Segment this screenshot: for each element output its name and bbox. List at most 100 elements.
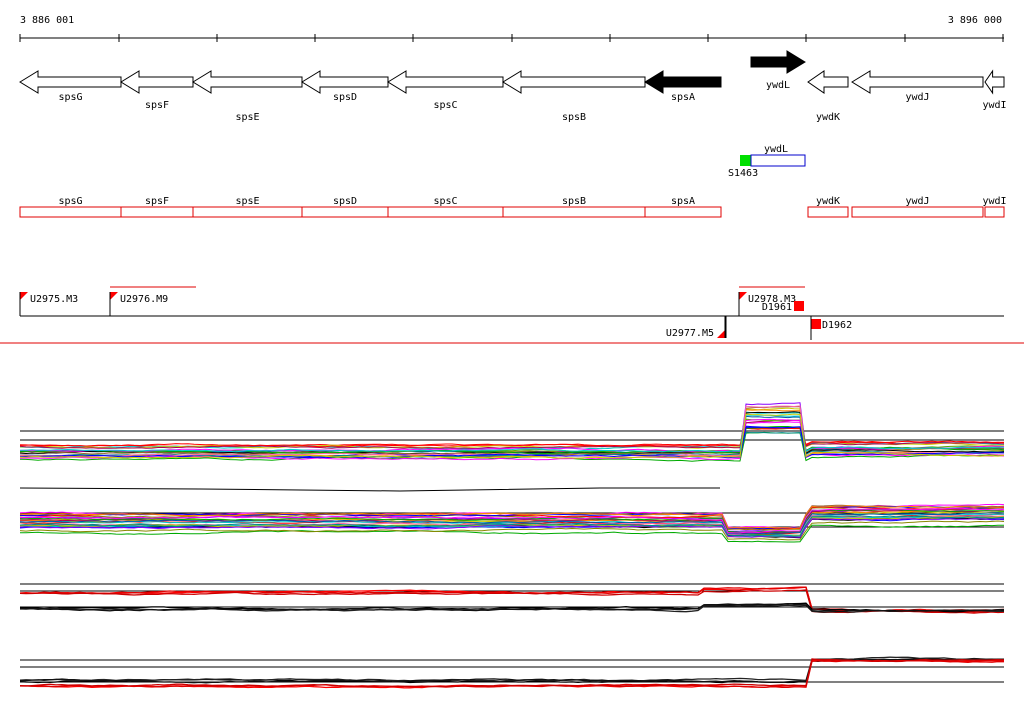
gene-spsB[interactable]: spsB	[502, 70, 646, 123]
expression-panel	[19, 602, 1005, 613]
gene-box[interactable]	[387, 206, 504, 218]
ruler-end-label: 3 896 000	[948, 15, 1002, 26]
coordinate-ruler: 3 886 001 3 896 000	[19, 15, 1004, 42]
gene-box-ywdJ[interactable]: ywdJ	[851, 196, 984, 218]
gene-box-spsD[interactable]: spsD	[301, 196, 389, 218]
expression-line	[19, 427, 1005, 448]
gene-box[interactable]	[19, 206, 122, 218]
expression-panel	[19, 402, 1005, 462]
tu-flag	[739, 292, 747, 300]
expression-line	[19, 414, 1004, 453]
gene-arrow[interactable]	[984, 69, 1005, 95]
gene-arrow[interactable]	[644, 70, 722, 94]
gene-label: spsA	[671, 92, 695, 103]
expression-panel	[19, 658, 1005, 689]
gene-box[interactable]	[301, 206, 389, 218]
gene-arrow[interactable]	[502, 70, 646, 94]
gene-arrow[interactable]	[192, 70, 303, 94]
gene-box[interactable]	[644, 206, 722, 218]
expression-line	[19, 603, 1005, 612]
gene-box-track: spsG spsF spsE spsD spsC spsB spsA ywdK ywdJ ywdI	[19, 196, 1007, 218]
feature-box[interactable]	[750, 154, 806, 167]
transcription-unit-D1961[interactable]: D1961	[762, 302, 792, 313]
feature-track: ywdL S1463	[728, 144, 806, 179]
gene-spsD[interactable]: spsD	[301, 70, 389, 103]
expression-line	[19, 515, 1005, 537]
terminator-D1962[interactable]	[811, 319, 821, 329]
gene-box-label: spsD	[333, 196, 357, 207]
feature-box-label: ywdL	[764, 144, 788, 155]
gene-box-spsB[interactable]: spsB	[502, 196, 646, 218]
gene-spsA[interactable]: spsA	[644, 70, 722, 103]
expression-line	[19, 602, 1005, 613]
expression-line	[19, 589, 1005, 614]
gene-box-label: spsG	[58, 196, 82, 207]
gene-box-spsF[interactable]: spsF	[120, 196, 194, 218]
gene-ywdK[interactable]: ywdK	[807, 70, 849, 123]
gene-arrow[interactable]	[851, 70, 984, 94]
transcription-unit-U2976.M9[interactable]: U2976.M9	[109, 286, 196, 316]
tu-label: U2978.M3	[748, 294, 796, 305]
gene-label: spsF	[145, 100, 169, 111]
expression-line	[19, 657, 1005, 684]
gene-label: spsE	[235, 112, 259, 123]
gene-box-spsG[interactable]: spsG	[19, 196, 122, 218]
gene-box[interactable]	[807, 206, 849, 218]
expression-line	[19, 418, 1005, 453]
gene-arrow-track: spsG spsF spsE spsD spsC spsB spsA ywdL ywdK ywdJ…	[19, 50, 1007, 123]
gene-box-spsC[interactable]: spsC	[387, 196, 504, 218]
gene-box-ywdI[interactable]: ywdI	[982, 196, 1007, 218]
gene-label: spsC	[433, 100, 457, 111]
expression-line	[19, 656, 1005, 682]
gene-spsG[interactable]: spsG	[19, 70, 122, 103]
gene-spsC[interactable]: spsC	[387, 70, 504, 111]
transcription-unit-U2975.M3[interactable]: U2975.M3	[19, 292, 78, 316]
expression-line	[20, 518, 1005, 538]
gene-box[interactable]	[984, 206, 1005, 218]
gene-label: ywdK	[816, 112, 840, 123]
expression-line	[19, 505, 1005, 530]
gene-box-ywdK[interactable]: ywdK	[807, 196, 849, 218]
gene-ywdI[interactable]: ywdI	[982, 69, 1007, 111]
transcription-unit-D1962[interactable]: D1962	[822, 320, 852, 331]
expression-line	[19, 431, 1005, 462]
gene-box-label: spsE	[235, 196, 259, 207]
gene-label: ywdI	[982, 100, 1006, 111]
gene-label: spsD	[333, 92, 357, 103]
gene-box-spsA[interactable]: spsA	[644, 196, 722, 218]
expression-line	[19, 419, 1005, 450]
gene-box[interactable]	[502, 206, 646, 218]
gene-box-label: spsC	[433, 196, 457, 207]
expression-panel	[19, 503, 1005, 543]
gene-spsF[interactable]: spsF	[120, 70, 194, 111]
terminator-D1961[interactable]	[794, 301, 804, 311]
tu-label: U2977.M5	[666, 328, 714, 339]
gene-arrow[interactable]	[750, 50, 806, 74]
gene-ywdJ[interactable]: ywdJ	[851, 70, 984, 103]
gene-ywdL[interactable]: ywdL	[750, 50, 806, 91]
gene-box-label: spsF	[145, 196, 169, 207]
gene-arrow[interactable]	[301, 70, 389, 94]
gene-arrow[interactable]	[120, 70, 194, 94]
gene-box[interactable]	[120, 206, 194, 218]
expression-line	[19, 507, 1005, 534]
gene-box-label: ywdK	[816, 196, 840, 207]
transcription-unit-U2978.M3[interactable]: U2978.M3	[738, 286, 805, 316]
gene-box[interactable]	[851, 206, 984, 218]
tu-flag	[20, 292, 28, 300]
feature-marker[interactable]	[740, 155, 751, 166]
gene-arrow[interactable]	[807, 70, 849, 94]
gene-box[interactable]	[192, 206, 303, 218]
expression-line	[19, 659, 1004, 689]
tu-label: U2975.M3	[30, 294, 78, 305]
gene-box-spsE[interactable]: spsE	[192, 196, 303, 218]
transcription-unit-U2977.M5[interactable]: U2977.M5	[666, 316, 727, 339]
tu-label: D1962	[822, 320, 852, 331]
ruler-start-label: 3 886 001	[20, 15, 74, 26]
gene-spsE[interactable]: spsE	[192, 70, 303, 123]
gene-arrow[interactable]	[387, 70, 504, 94]
gene-arrow[interactable]	[19, 70, 122, 94]
gene-label: ywdL	[766, 80, 790, 91]
